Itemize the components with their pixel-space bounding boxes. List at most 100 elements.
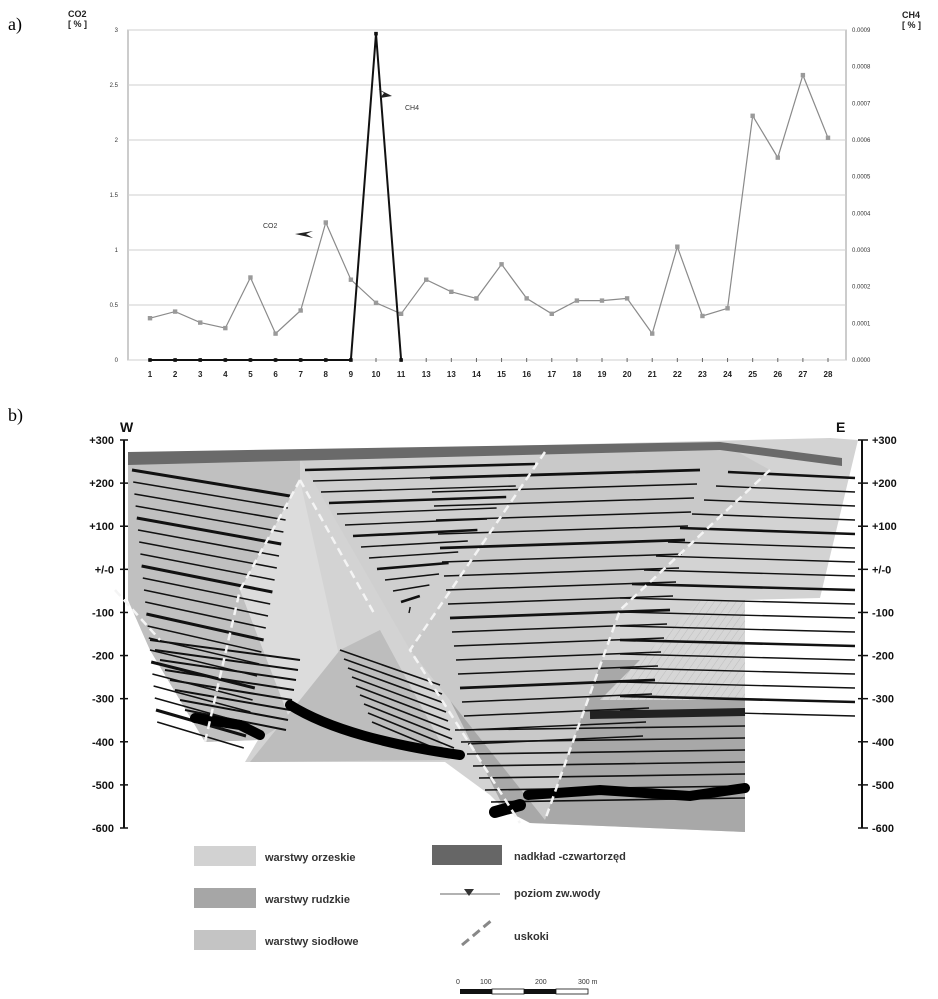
left-depth-label: -100 bbox=[92, 607, 114, 619]
arrow-co2-icon bbox=[295, 231, 313, 238]
left-depth-label: +/-0 bbox=[95, 564, 114, 576]
ch4-line bbox=[150, 33, 403, 361]
left-tick-label: 3 bbox=[115, 28, 119, 34]
stratum-line bbox=[368, 551, 459, 559]
stratum-line bbox=[437, 525, 689, 535]
x-tick-label: 7 bbox=[298, 370, 303, 379]
compass-east: E bbox=[836, 419, 845, 435]
fault-lines bbox=[114, 451, 771, 824]
stratum-line bbox=[169, 679, 293, 701]
stratum-line bbox=[141, 564, 273, 594]
x-tick-label: 4 bbox=[223, 370, 228, 379]
stratum-line bbox=[449, 608, 671, 620]
right-tick-label: 0.0003 bbox=[852, 248, 871, 254]
co2-point bbox=[650, 331, 655, 336]
co2-point bbox=[700, 313, 705, 319]
x-tick-label: 25 bbox=[748, 370, 757, 379]
stratum-line bbox=[351, 676, 447, 713]
strata-hatched bbox=[600, 600, 745, 700]
coal-seam-4 bbox=[489, 799, 526, 818]
co2-point bbox=[323, 220, 328, 225]
scale-label-300: 300 m bbox=[578, 979, 598, 986]
stratum-line bbox=[460, 737, 746, 743]
stratum-line bbox=[619, 625, 856, 633]
ch4-point bbox=[273, 358, 278, 362]
co2-point bbox=[147, 316, 153, 321]
left-tick-label: 2.5 bbox=[110, 83, 119, 89]
co2-point bbox=[574, 298, 580, 303]
ch4-point bbox=[173, 358, 177, 362]
coal-seam-1 bbox=[285, 700, 465, 760]
x-tick-label: 24 bbox=[723, 370, 732, 379]
x-tick-label: 28 bbox=[824, 370, 833, 379]
co2-point bbox=[549, 311, 554, 316]
co2-point bbox=[298, 308, 303, 313]
co2-point bbox=[750, 113, 755, 118]
x-tick-label: 10 bbox=[372, 370, 381, 379]
fault-icon bbox=[461, 918, 493, 947]
co2-point bbox=[624, 296, 630, 301]
right-depth-label: -400 bbox=[872, 737, 894, 749]
right-tick-label: 0.0006 bbox=[852, 138, 871, 144]
stratum-line bbox=[135, 505, 284, 533]
stratum-line bbox=[159, 659, 297, 681]
ch4-point bbox=[349, 358, 353, 362]
stratum-line bbox=[131, 468, 291, 498]
co2-point bbox=[198, 320, 203, 325]
legend-label-nadklad: nadkład -czwartorzęd bbox=[514, 851, 626, 863]
stratum-line bbox=[142, 577, 271, 605]
stratum-line bbox=[179, 699, 289, 721]
left-axis-title: CO2[ % ] bbox=[68, 9, 87, 29]
x-tick-label: 27 bbox=[798, 370, 807, 379]
co2-point bbox=[398, 311, 404, 316]
stratum-line bbox=[355, 685, 449, 722]
co2-point bbox=[172, 309, 178, 314]
annotation-co2: CO2 bbox=[263, 223, 278, 230]
left-tick-label: 1 bbox=[115, 248, 119, 254]
co2-point bbox=[725, 306, 730, 311]
x-tick-label: 26 bbox=[773, 370, 782, 379]
stratum-line bbox=[320, 485, 516, 493]
x-tick-label: 22 bbox=[673, 370, 682, 379]
left-depth-label: -500 bbox=[92, 780, 114, 792]
right-tick-label: 0.0000 bbox=[852, 358, 871, 364]
stratum-line bbox=[164, 669, 295, 691]
scale-bar: 0 100 200 300 m bbox=[456, 979, 598, 995]
stratum-line bbox=[152, 673, 253, 701]
x-tick-label: 3 bbox=[198, 370, 203, 379]
x-tick-label: 23 bbox=[698, 370, 707, 379]
stratum-line bbox=[133, 481, 288, 509]
co2-point bbox=[248, 275, 253, 280]
left-depth-labels: +300 +200 +100 +/-0 -100 -200 -300 -400 -500 -600 bbox=[89, 435, 128, 835]
right-tick-label: 0.0002 bbox=[852, 285, 871, 291]
x-tick-label: 6 bbox=[273, 370, 278, 379]
stratum-line bbox=[439, 538, 686, 550]
stratum-line bbox=[429, 468, 701, 480]
stratum-line bbox=[619, 638, 856, 648]
compass-west: W bbox=[120, 419, 134, 435]
co2-point bbox=[800, 72, 806, 78]
stratum-line bbox=[304, 462, 536, 472]
co2-point bbox=[424, 277, 429, 282]
co2-point bbox=[675, 244, 680, 249]
water-level-icon bbox=[464, 889, 474, 896]
left-depth-label: +100 bbox=[89, 521, 114, 533]
stratum-line bbox=[619, 681, 856, 689]
x-tick-label: 19 bbox=[598, 370, 607, 379]
stratum-line bbox=[478, 773, 746, 779]
stratum-line bbox=[715, 485, 856, 493]
annotation-ch4: CH4 bbox=[405, 105, 419, 112]
stratum-line bbox=[156, 721, 245, 749]
stratum-line bbox=[154, 649, 299, 671]
ch4-point bbox=[298, 358, 303, 362]
legend-label-siodlowe: warstwy siodłowe bbox=[264, 936, 359, 948]
stratum-line bbox=[408, 606, 411, 614]
fault-block-wedge-3 bbox=[410, 445, 770, 820]
stratum-line bbox=[466, 749, 746, 755]
x-tick-label: 13 bbox=[422, 370, 431, 379]
stratum-line bbox=[343, 658, 443, 695]
ch4-point bbox=[198, 358, 203, 362]
stratum-line bbox=[347, 667, 445, 704]
legend-swatch-siodlowe bbox=[194, 930, 256, 950]
